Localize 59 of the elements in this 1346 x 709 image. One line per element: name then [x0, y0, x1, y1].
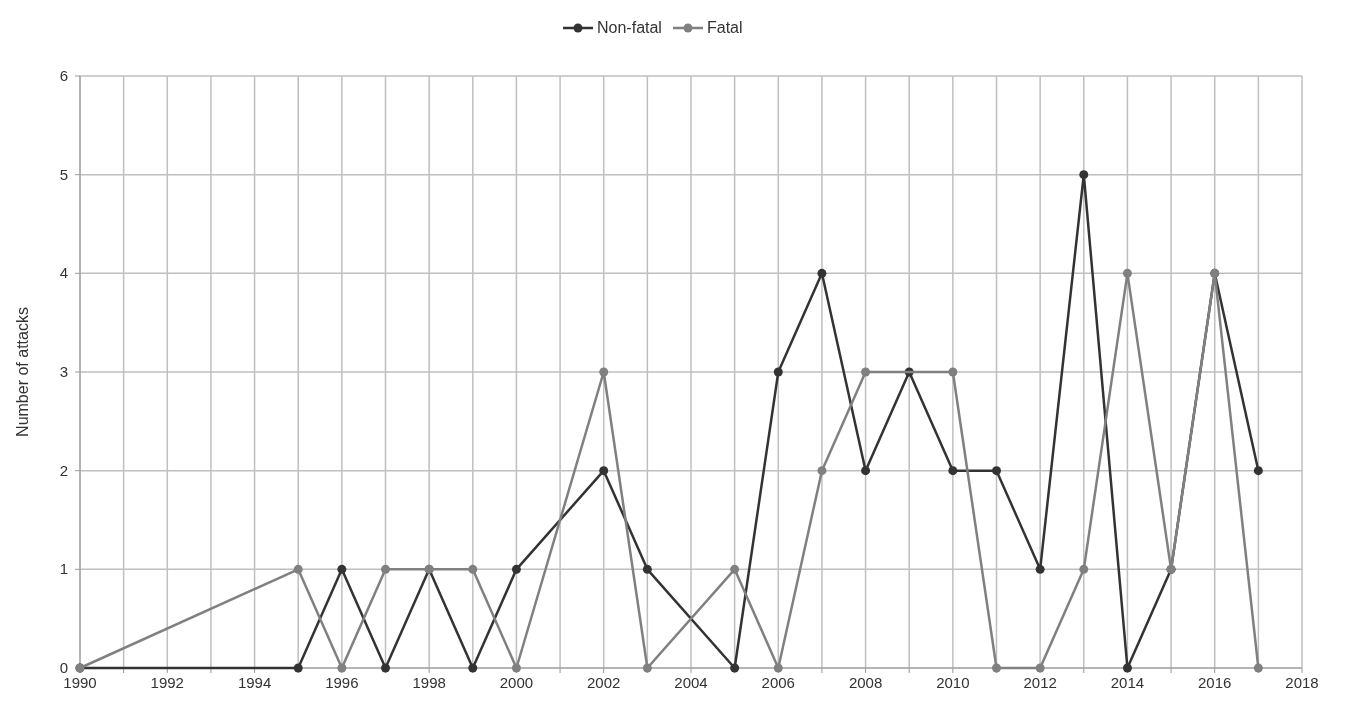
- x-tick-label: 2012: [1023, 674, 1057, 691]
- point: [1253, 466, 1263, 476]
- point: [642, 564, 652, 574]
- x-tick-label: 1996: [325, 674, 359, 691]
- point: [337, 663, 347, 673]
- point: [511, 564, 521, 574]
- x-tick-label: 1992: [150, 674, 184, 691]
- x-tick-label: 2004: [674, 674, 708, 691]
- point: [599, 367, 609, 377]
- point: [468, 564, 478, 574]
- point: [817, 466, 827, 476]
- x-tick-label: 2010: [936, 674, 970, 691]
- point: [730, 564, 740, 574]
- x-tick-label: 1990: [63, 674, 97, 691]
- point: [948, 466, 958, 476]
- point: [599, 466, 609, 476]
- legend-label: Fatal: [707, 19, 743, 36]
- point: [992, 466, 1001, 476]
- x-tick-label: 2008: [848, 674, 883, 691]
- point: [293, 663, 303, 673]
- point: [642, 663, 652, 673]
- x-tick-label: 2006: [761, 674, 795, 691]
- point: [1079, 170, 1089, 180]
- point: [773, 367, 783, 377]
- point: [948, 367, 958, 377]
- point: [1122, 663, 1132, 673]
- point: [861, 466, 871, 476]
- point: [861, 367, 871, 377]
- y-tick-label: 1: [59, 560, 68, 578]
- point: [1079, 564, 1089, 574]
- x-tick-label: 1998: [412, 674, 446, 691]
- point: [381, 663, 390, 673]
- point: [817, 268, 827, 278]
- y-tick-label: 6: [59, 67, 68, 84]
- x-tick-label: 1994: [237, 674, 272, 691]
- point: [992, 663, 1001, 673]
- point: [511, 663, 521, 673]
- y-axis-title: Number of attacks: [14, 307, 31, 437]
- point: [381, 564, 390, 574]
- y-tick-label: 0: [59, 659, 68, 676]
- point: [293, 564, 303, 574]
- x-tick-label: 2002: [587, 674, 621, 691]
- x-tick-label: 2018: [1285, 674, 1319, 691]
- point: [1035, 663, 1045, 673]
- point: [468, 663, 478, 673]
- point: [773, 663, 783, 673]
- point: [1253, 663, 1263, 673]
- y-tick-label: 2: [59, 461, 68, 479]
- y-tick-label: 5: [59, 165, 68, 183]
- y-tick-label: 4: [59, 264, 68, 282]
- legend-label: Non-fatal: [597, 19, 662, 36]
- x-tick-label: 2016: [1198, 674, 1232, 691]
- point: [1122, 268, 1132, 278]
- point: [1035, 564, 1045, 574]
- point: [730, 663, 740, 673]
- x-tick-label: 2000: [499, 674, 534, 691]
- y-tick-label: 3: [59, 363, 68, 380]
- x-tick-label: 2014: [1110, 674, 1145, 691]
- point: [337, 564, 347, 574]
